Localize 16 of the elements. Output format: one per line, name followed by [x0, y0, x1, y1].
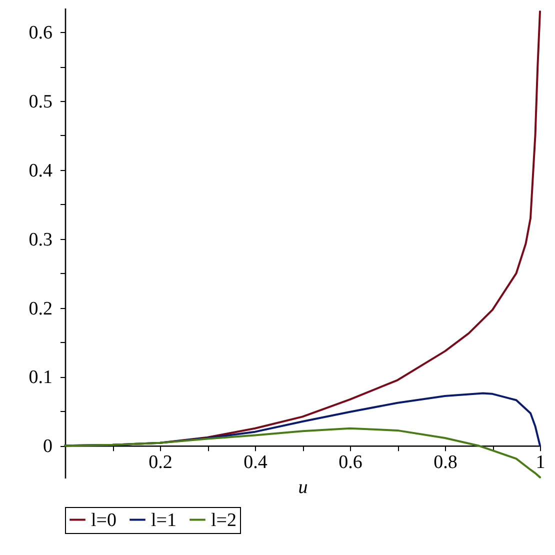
legend-label: l=1 [151, 510, 176, 531]
y-tick-label: 0.1 [28, 367, 52, 388]
legend-label: l=2 [211, 510, 236, 531]
y-tick-label: 0.6 [28, 22, 52, 44]
y-tick-label: 0.4 [28, 160, 53, 182]
x-tick-label: 0.2 [148, 452, 172, 474]
y-tick-label: 0.5 [28, 92, 52, 113]
y-tick-label: 0.2 [28, 298, 52, 320]
legend-label: l=0 [91, 510, 116, 531]
x-axis-title: u [298, 477, 308, 498]
x-tick-label: 0.6 [338, 452, 362, 474]
x-tick-label: 1 [536, 452, 546, 474]
x-tick-label: 0.8 [434, 452, 458, 474]
y-tick-label: 0 [43, 436, 52, 458]
x-tick-label: 0.4 [244, 452, 268, 474]
y-tick-label: 0.3 [28, 229, 52, 250]
